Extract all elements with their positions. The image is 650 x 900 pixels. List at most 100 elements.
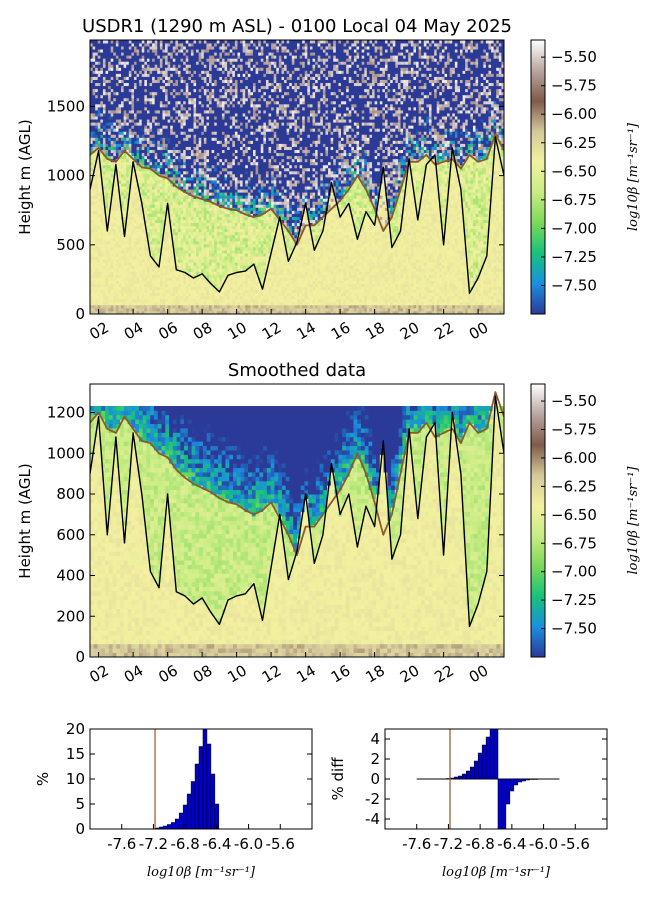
colorbar-tick-label: −6.00	[551, 105, 597, 123]
x-tick-label: 18	[362, 318, 388, 343]
bar	[477, 752, 483, 780]
bar	[190, 781, 196, 830]
x-tick-label: -7.2	[434, 835, 463, 853]
y-axis-difference: 4 2 0 -2 -4	[365, 730, 607, 828]
colorbar-tick-label: −5.50	[551, 392, 597, 410]
y-tick-label: 4	[370, 730, 380, 748]
y-tick-label: 0	[75, 820, 85, 838]
x-tick-label: -6.0	[234, 835, 263, 853]
x-tick-label: -7.6	[107, 835, 136, 853]
y-tick-label: 800	[56, 485, 85, 503]
y-tick-label: 1500	[47, 97, 85, 115]
colorbar-tick-label: −6.00	[551, 449, 597, 467]
x-axis-histogram: -7.6 -7.2 -6.8 -6.4 -6.0 -5.6	[107, 824, 295, 853]
x-tick-label: 02	[86, 661, 112, 686]
colorbar-tick-label: −6.50	[551, 162, 597, 180]
x-tick-label: 16	[328, 318, 354, 343]
y-tick-label: 1000	[47, 444, 85, 462]
colorbar-label: log10β [m⁻¹sr⁻¹]	[626, 122, 641, 231]
y-tick-label: 15	[66, 745, 85, 763]
x-tick-label: 22	[431, 318, 457, 343]
x-tick-label: -5.6	[266, 835, 295, 853]
bar	[171, 822, 176, 830]
x-tick-label: 10	[224, 661, 250, 686]
y-axis-smoothed: 0 200 400 600 800 1000 1200	[47, 404, 504, 666]
y-tick-label: -4	[365, 810, 380, 828]
colorbar-gradient	[530, 39, 546, 315]
y-tick-label: 1200	[47, 404, 85, 422]
x-tick-label: 12	[259, 661, 285, 686]
traces-top	[90, 133, 504, 294]
y-tick-label: 0	[75, 648, 85, 666]
colorbar-label: log10β [m⁻¹sr⁻¹]	[626, 466, 641, 575]
bar	[497, 778, 503, 830]
colorbar-tick-label: −7.25	[551, 248, 597, 266]
bar	[198, 746, 204, 830]
colorbar-tick-label: −7.25	[551, 591, 597, 609]
x-tick-label: 16	[328, 661, 354, 686]
plot-frame-top	[89, 39, 505, 315]
y-tick-label: -2	[365, 790, 380, 808]
y-axis-label-difference: % diff	[329, 757, 347, 801]
x-tick-label: 04	[121, 318, 147, 343]
bar	[167, 824, 172, 830]
bar	[202, 728, 208, 830]
bar	[466, 770, 471, 780]
bar	[450, 777, 455, 780]
colorbar-tick-label: −7.50	[551, 620, 597, 638]
bar	[186, 793, 192, 830]
bar	[469, 766, 475, 780]
bar	[473, 760, 479, 780]
colorbar-tick-label: −5.75	[551, 421, 597, 439]
colorbar-tick-label: −5.50	[551, 48, 597, 66]
x-tick-label: -5.6	[561, 835, 590, 853]
bar	[174, 818, 180, 830]
bar	[481, 744, 487, 780]
x-tick-label: 00	[466, 661, 492, 686]
x-tick-label: 08	[190, 661, 216, 686]
trace-line-brown	[90, 391, 504, 556]
x-tick-label: -6.0	[529, 835, 558, 853]
chart-title: USDR1 (1290 m ASL) - 0100 Local 04 May 2…	[82, 16, 512, 37]
bar	[462, 773, 467, 780]
y-axis-label-smoothed: Height m (AGL)	[16, 463, 34, 578]
colorbar-tick-label: −6.25	[551, 477, 597, 495]
y-tick-label: 10	[66, 770, 85, 788]
x-tick-label: 14	[293, 318, 319, 343]
bar	[521, 778, 526, 782]
x-axis-label-difference: log10β [m⁻¹sr⁻¹]	[442, 865, 551, 880]
bar	[529, 778, 534, 780]
trace-line-black	[90, 395, 504, 628]
bar	[525, 778, 530, 781]
x-tick-label: 00	[466, 318, 492, 343]
bar	[533, 778, 538, 780]
bar	[206, 743, 212, 830]
y-tick-label: 400	[56, 567, 85, 585]
difference-bars	[416, 728, 560, 830]
x-tick-label: 22	[431, 661, 457, 686]
colorbar-tick-label: −6.75	[551, 534, 597, 552]
x-tick-label: 06	[155, 318, 181, 343]
bar	[178, 812, 184, 830]
x-tick-label: 20	[397, 661, 423, 686]
y-tick-label: 0	[75, 305, 85, 323]
x-axis-label-histogram: log10β [m⁻¹sr⁻¹]	[147, 865, 256, 880]
y-axis-label-histogram: %	[34, 772, 52, 786]
bar	[454, 776, 459, 780]
y-axis-top: 0 500 1000 1500	[47, 97, 504, 323]
bar	[509, 778, 515, 792]
y-tick-label: 1000	[47, 167, 85, 185]
trace-line-brown	[90, 133, 504, 246]
x-tick-label: 10	[224, 318, 250, 343]
histogram-bars	[154, 728, 220, 830]
x-tick-label: 04	[121, 661, 147, 686]
colorbar-tick-label: −6.25	[551, 134, 597, 152]
x-tick-label: 14	[293, 661, 319, 686]
bar	[489, 728, 495, 780]
y-tick-label: 500	[56, 236, 85, 254]
bar	[458, 775, 463, 780]
y-tick-label: 0	[370, 770, 380, 788]
x-tick-label: 06	[155, 661, 181, 686]
bar	[505, 778, 511, 805]
